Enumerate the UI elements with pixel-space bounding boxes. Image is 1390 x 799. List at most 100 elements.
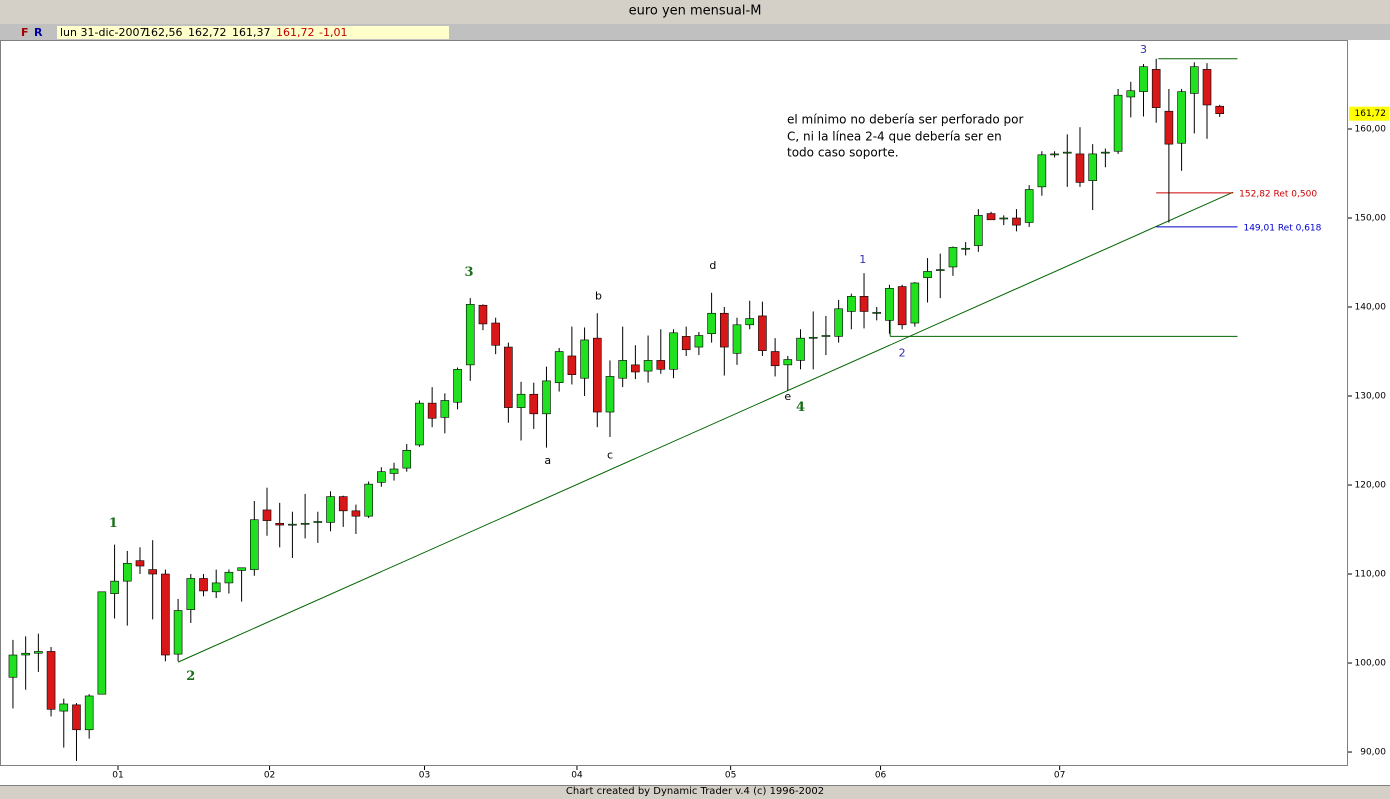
wave-label: b bbox=[595, 289, 602, 302]
candle-body bbox=[59, 703, 69, 712]
note-line: C, ni la línea 2-4 que debería ser en bbox=[787, 130, 1002, 144]
candle-body bbox=[631, 364, 640, 373]
candle-body bbox=[821, 335, 831, 337]
chart-title: euro yen mensual-M bbox=[629, 4, 762, 19]
candle-body bbox=[859, 296, 869, 312]
candle-body bbox=[364, 483, 373, 517]
candle-body bbox=[592, 337, 602, 413]
chart-area bbox=[0, 40, 1390, 785]
candle-body bbox=[1177, 91, 1186, 144]
candle-body bbox=[542, 380, 551, 415]
candle-body bbox=[1088, 153, 1097, 181]
info-open: 162,56 bbox=[144, 26, 183, 39]
candle-body bbox=[872, 312, 882, 314]
candle-body bbox=[440, 400, 450, 418]
candle-body bbox=[986, 213, 996, 221]
candle-body bbox=[186, 578, 196, 610]
flag: F bbox=[21, 26, 29, 39]
info-high: 162,72 bbox=[188, 26, 227, 39]
y-tick-label: 100,00 bbox=[1355, 659, 1387, 669]
candle-body bbox=[897, 286, 907, 326]
note-line: todo caso soporte. bbox=[787, 146, 899, 160]
candle-body bbox=[885, 288, 894, 321]
x-tick-label: 04 bbox=[571, 771, 583, 781]
candle-body bbox=[1189, 66, 1199, 94]
wave-label: c bbox=[607, 449, 613, 462]
candle-body bbox=[554, 351, 564, 383]
candle-body bbox=[351, 510, 361, 517]
candle-body bbox=[669, 332, 678, 370]
info-low: 161,37 bbox=[232, 26, 271, 39]
last-price-label: 161,72 bbox=[1355, 109, 1387, 119]
candle-body bbox=[34, 651, 43, 654]
candle-body bbox=[974, 215, 983, 246]
title-bar bbox=[0, 0, 1390, 22]
candle-body bbox=[1151, 69, 1161, 108]
candle-body bbox=[250, 519, 259, 570]
candle-body bbox=[758, 315, 767, 351]
y-tick-label: 140,00 bbox=[1355, 303, 1387, 313]
candle-body bbox=[122, 563, 132, 582]
wave-label: e bbox=[784, 390, 791, 403]
candle-body bbox=[148, 569, 157, 575]
candle-body bbox=[237, 567, 246, 571]
y-tick-label: 150,00 bbox=[1355, 214, 1387, 224]
wave-label: 3 bbox=[464, 265, 473, 280]
candle-body bbox=[745, 318, 755, 326]
flag: R bbox=[34, 26, 43, 39]
annotation-line bbox=[177, 191, 1234, 663]
candle-body bbox=[1164, 110, 1174, 145]
candle-body bbox=[1101, 151, 1110, 154]
candle-body bbox=[732, 324, 742, 354]
candle-body bbox=[770, 351, 780, 367]
candle-body bbox=[389, 468, 399, 474]
candle-body bbox=[948, 247, 958, 268]
candle-body bbox=[326, 496, 335, 523]
candle-body bbox=[402, 450, 412, 469]
candle-body bbox=[605, 376, 615, 413]
candle-body bbox=[84, 695, 94, 731]
info-date: lun 31-dic-2007 bbox=[60, 26, 147, 39]
candle-body bbox=[453, 369, 462, 403]
x-tick-label: 02 bbox=[264, 771, 275, 781]
candle-body bbox=[567, 355, 577, 375]
candle-body bbox=[923, 271, 932, 278]
candle-body bbox=[1126, 90, 1136, 98]
footer: Chart created by Dynamic Trader v.4 (c) … bbox=[566, 786, 824, 797]
candle-body bbox=[427, 402, 437, 419]
wave-label: 2 bbox=[186, 669, 195, 684]
candle-body bbox=[224, 571, 234, 584]
candle-body bbox=[1139, 66, 1148, 92]
info-box bbox=[57, 26, 449, 39]
x-tick-label: 06 bbox=[875, 771, 887, 781]
candle-body bbox=[1037, 154, 1047, 188]
candle-body bbox=[999, 217, 1009, 220]
candle-body bbox=[694, 335, 704, 348]
candle-body bbox=[529, 393, 539, 415]
fib-label: 149,01 Ret 0,618 bbox=[1243, 223, 1321, 233]
candle-body bbox=[1215, 105, 1225, 114]
y-tick-label: 110,00 bbox=[1355, 570, 1387, 580]
candle-body bbox=[808, 336, 818, 339]
plot-frame bbox=[0, 40, 1348, 766]
wave-label: 4 bbox=[796, 400, 805, 415]
note-line: el mínimo no debería ser perforado por bbox=[787, 113, 1023, 127]
candle-body bbox=[262, 509, 272, 521]
wave-label: 3 bbox=[1140, 43, 1147, 56]
candle-body bbox=[110, 580, 119, 594]
candle-body bbox=[211, 582, 221, 593]
candle-body bbox=[643, 360, 653, 372]
candle-body bbox=[720, 312, 729, 348]
candle-body bbox=[681, 336, 691, 351]
candle-body bbox=[707, 312, 716, 335]
candle-body bbox=[504, 346, 513, 408]
candle-body bbox=[1202, 69, 1212, 106]
candle-body bbox=[46, 651, 56, 710]
fib-label: 152,82 Ret 0,500 bbox=[1239, 189, 1317, 199]
info-change: -1,01 bbox=[319, 26, 347, 39]
candle-body bbox=[288, 523, 297, 526]
y-tick-label: 120,00 bbox=[1355, 481, 1387, 491]
candle-body bbox=[415, 402, 424, 446]
